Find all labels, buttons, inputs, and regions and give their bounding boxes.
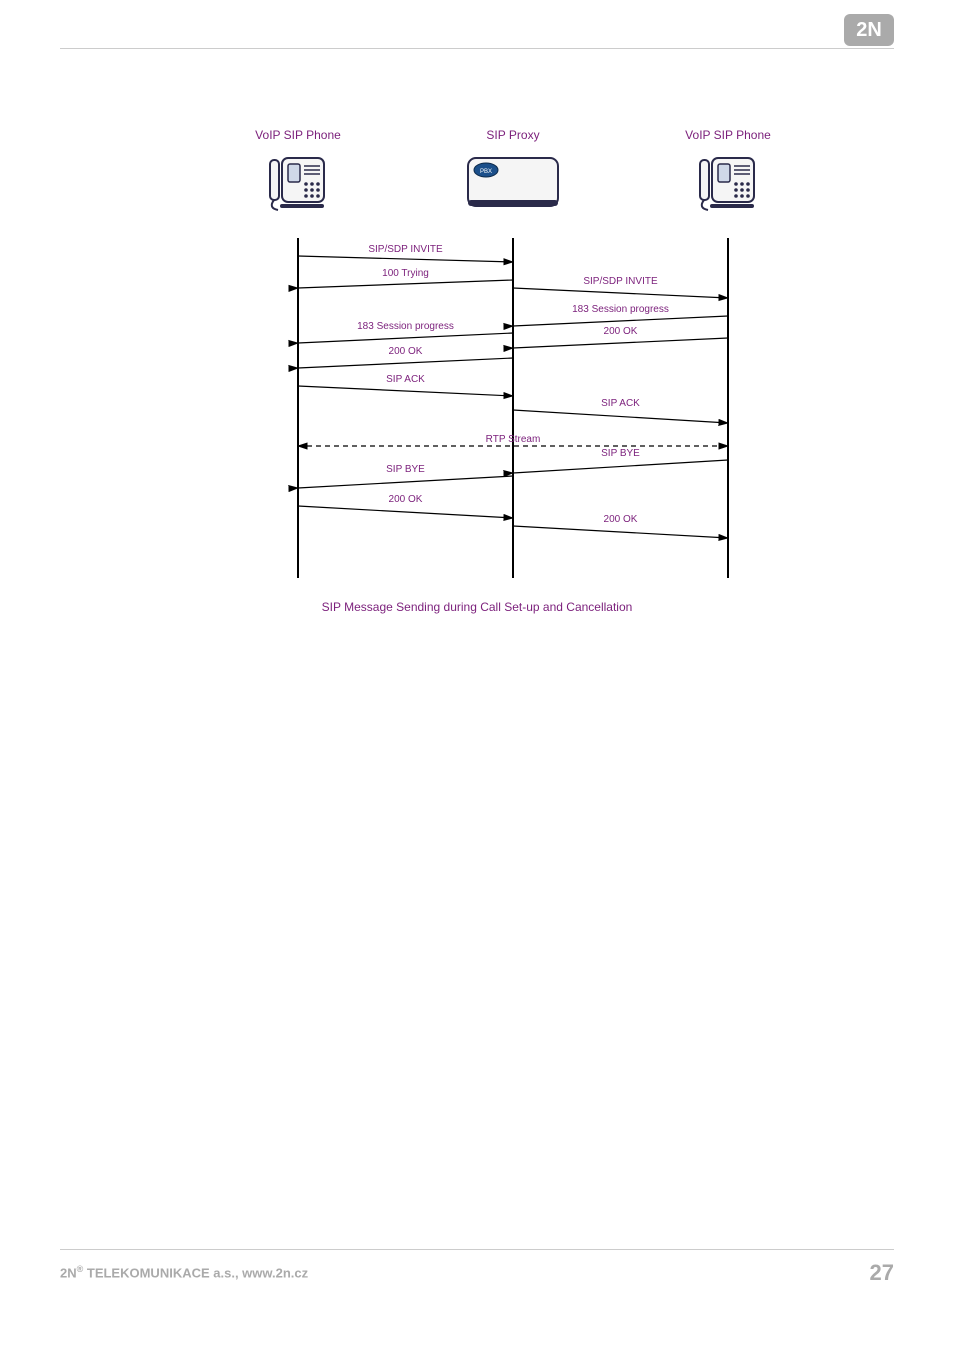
svg-text:SIP/SDP INVITE: SIP/SDP INVITE	[368, 244, 443, 255]
svg-text:200 OK: 200 OK	[604, 514, 638, 525]
footer-rule	[60, 1249, 894, 1250]
page-number: 27	[870, 1260, 894, 1286]
header-rule	[60, 48, 894, 49]
svg-text:SIP ACK: SIP ACK	[601, 398, 640, 409]
svg-text:SIP/SDP INVITE: SIP/SDP INVITE	[583, 276, 658, 287]
sequence-diagram: VoIP SIP Phone SIP Proxy VoIP SIP Phone PB…	[238, 128, 772, 588]
svg-text:PBX: PBX	[480, 169, 492, 175]
svg-text:200 OK: 200 OK	[604, 326, 638, 337]
footer-suffix: TELEKOMUNIKACE a.s., www.2n.cz	[83, 1265, 308, 1280]
svg-text:100 Trying: 100 Trying	[382, 268, 429, 279]
footer-company: 2N® TELEKOMUNIKACE a.s., www.2n.cz	[60, 1264, 308, 1280]
svg-text:RTP Stream: RTP Stream	[486, 434, 541, 445]
logo-badge: 2N	[844, 14, 894, 46]
svg-text:SIP BYE: SIP BYE	[601, 448, 640, 459]
svg-text:183 Session progress: 183 Session progress	[357, 321, 454, 332]
svg-text:200 OK: 200 OK	[389, 346, 423, 357]
actor-label: VoIP SIP Phone	[255, 128, 341, 142]
footer-brand: 2N	[60, 1265, 77, 1280]
actor-label: SIP Proxy	[486, 128, 539, 142]
svg-text:SIP BYE: SIP BYE	[386, 464, 425, 475]
svg-text:183 Session progress: 183 Session progress	[572, 304, 669, 315]
diagram-caption: SIP Message Sending during Call Set-up a…	[0, 600, 954, 614]
svg-text:200 OK: 200 OK	[389, 494, 423, 505]
svg-text:SIP ACK: SIP ACK	[386, 374, 425, 385]
actor-label: VoIP SIP Phone	[685, 128, 771, 142]
